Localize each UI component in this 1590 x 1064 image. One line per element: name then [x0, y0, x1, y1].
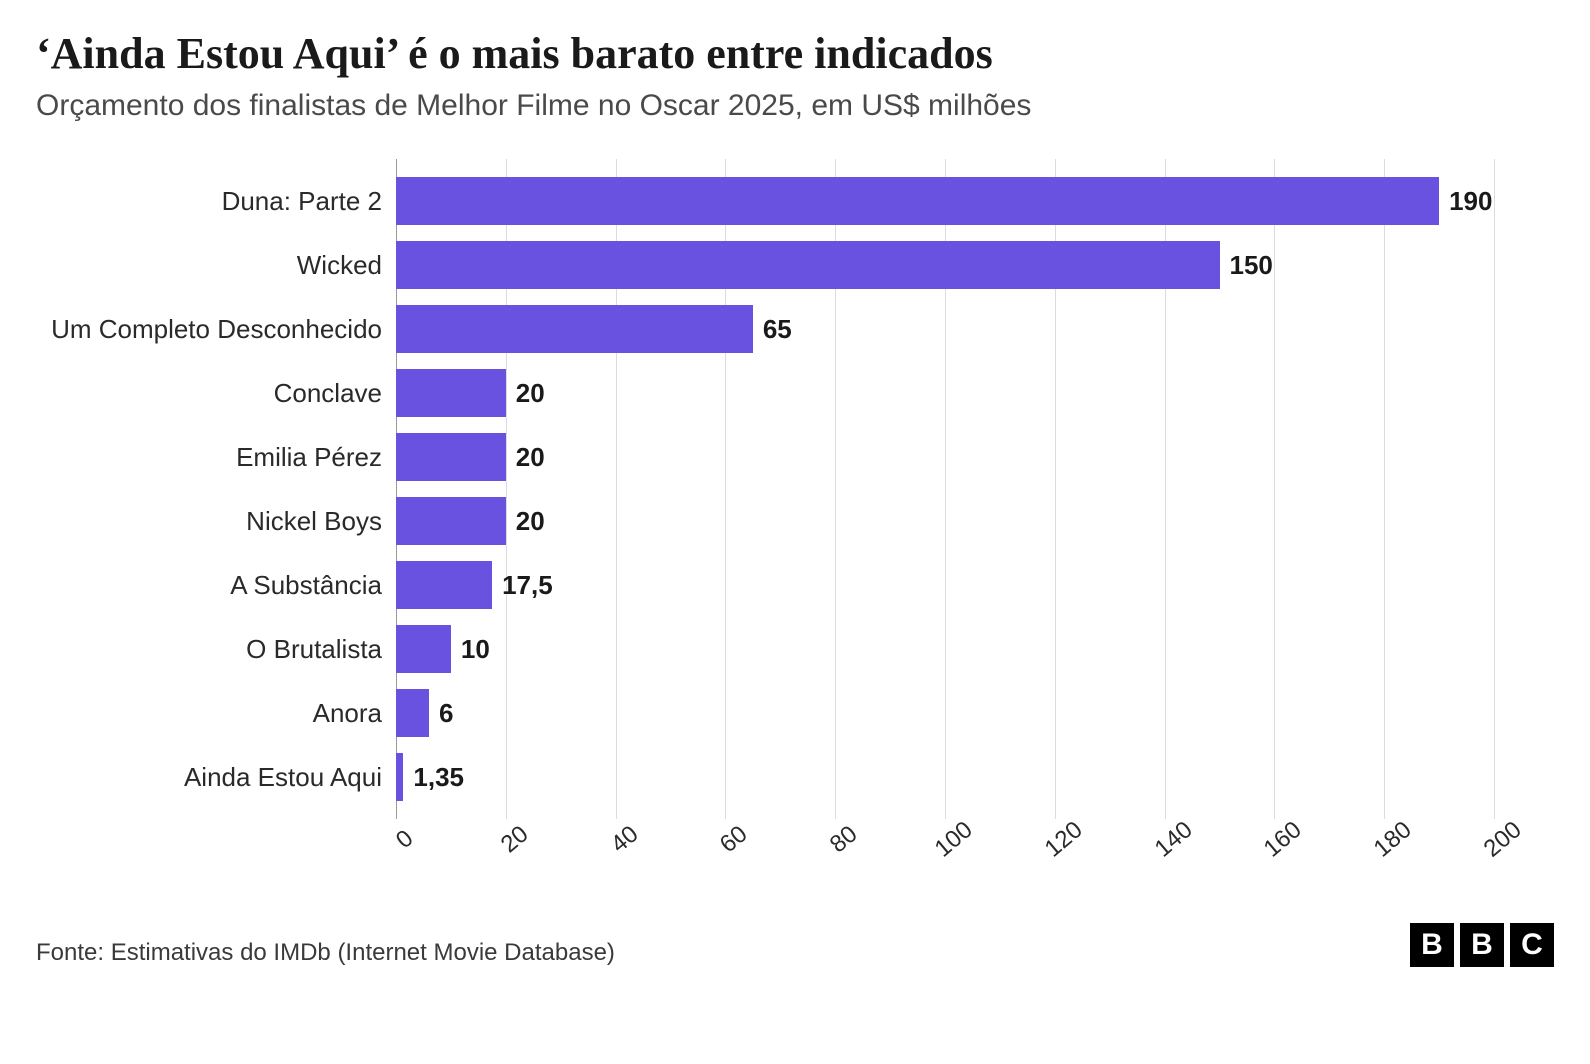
bar-row: Anora6: [396, 681, 1494, 745]
bar-row: Wicked150: [396, 233, 1494, 297]
category-label: Wicked: [297, 250, 396, 281]
bbc-logo-letter: C: [1510, 923, 1554, 967]
x-tick-label: 80: [825, 820, 863, 859]
chart-subtitle: Orçamento dos finalistas de Melhor Filme…: [36, 89, 1554, 123]
x-tick-label: 40: [605, 820, 643, 859]
x-tick-label: 180: [1369, 816, 1418, 863]
bar: [396, 625, 451, 673]
value-label: 17,5: [492, 570, 553, 601]
x-axis-ticks: 020406080100120140160180200: [396, 819, 1494, 879]
value-label: 20: [506, 506, 545, 537]
chart-area: Duna: Parte 2190Wicked150Um Completo Des…: [396, 159, 1494, 879]
bar: [396, 689, 429, 737]
bar-row: Emilia Pérez20: [396, 425, 1494, 489]
bar: [396, 497, 506, 545]
bar: [396, 753, 403, 801]
bbc-logo-letter: B: [1410, 923, 1454, 967]
x-tick-label: 160: [1259, 816, 1308, 863]
category-label: Emilia Pérez: [236, 442, 396, 473]
value-label: 20: [506, 442, 545, 473]
value-label: 1,35: [403, 762, 464, 793]
x-tick-label: 60: [715, 820, 753, 859]
grid-line: [1494, 159, 1495, 819]
x-tick-label: 200: [1479, 816, 1528, 863]
category-label: O Brutalista: [246, 634, 396, 665]
chart-footer: Fonte: Estimativas do IMDb (Internet Mov…: [36, 923, 1554, 967]
category-label: Anora: [313, 698, 396, 729]
bar: [396, 369, 506, 417]
bar-row: O Brutalista10: [396, 617, 1494, 681]
value-label: 10: [451, 634, 490, 665]
category-label: Conclave: [274, 378, 396, 409]
bar: [396, 433, 506, 481]
category-label: Ainda Estou Aqui: [184, 762, 396, 793]
value-label: 65: [753, 314, 792, 345]
bar: [396, 177, 1439, 225]
x-tick-label: 140: [1149, 816, 1198, 863]
category-label: Duna: Parte 2: [222, 186, 396, 217]
bar-row: Um Completo Desconhecido65: [396, 297, 1494, 361]
x-tick-label: 100: [930, 816, 979, 863]
bar: [396, 305, 753, 353]
bars-container: Duna: Parte 2190Wicked150Um Completo Des…: [396, 169, 1494, 809]
category-label: A Substância: [230, 570, 396, 601]
bar: [396, 241, 1220, 289]
chart-title: ‘Ainda Estou Aqui’ é o mais barato entre…: [36, 28, 1554, 79]
source-text: Fonte: Estimativas do IMDb (Internet Mov…: [36, 939, 615, 967]
bbc-logo: B B C: [1410, 923, 1554, 967]
value-label: 20: [506, 378, 545, 409]
value-label: 190: [1439, 186, 1492, 217]
value-label: 150: [1220, 250, 1273, 281]
bar-row: Duna: Parte 2190: [396, 169, 1494, 233]
category-label: Um Completo Desconhecido: [51, 314, 396, 345]
bbc-logo-letter: B: [1460, 923, 1504, 967]
value-label: 6: [429, 698, 453, 729]
bar-row: A Substância17,5: [396, 553, 1494, 617]
bar: [396, 561, 492, 609]
x-tick-label: 20: [496, 820, 534, 859]
bar-row: Ainda Estou Aqui1,35: [396, 745, 1494, 809]
x-tick-label: 0: [391, 825, 419, 855]
bar-row: Nickel Boys20: [396, 489, 1494, 553]
category-label: Nickel Boys: [246, 506, 396, 537]
bar-row: Conclave20: [396, 361, 1494, 425]
x-tick-label: 120: [1039, 816, 1088, 863]
